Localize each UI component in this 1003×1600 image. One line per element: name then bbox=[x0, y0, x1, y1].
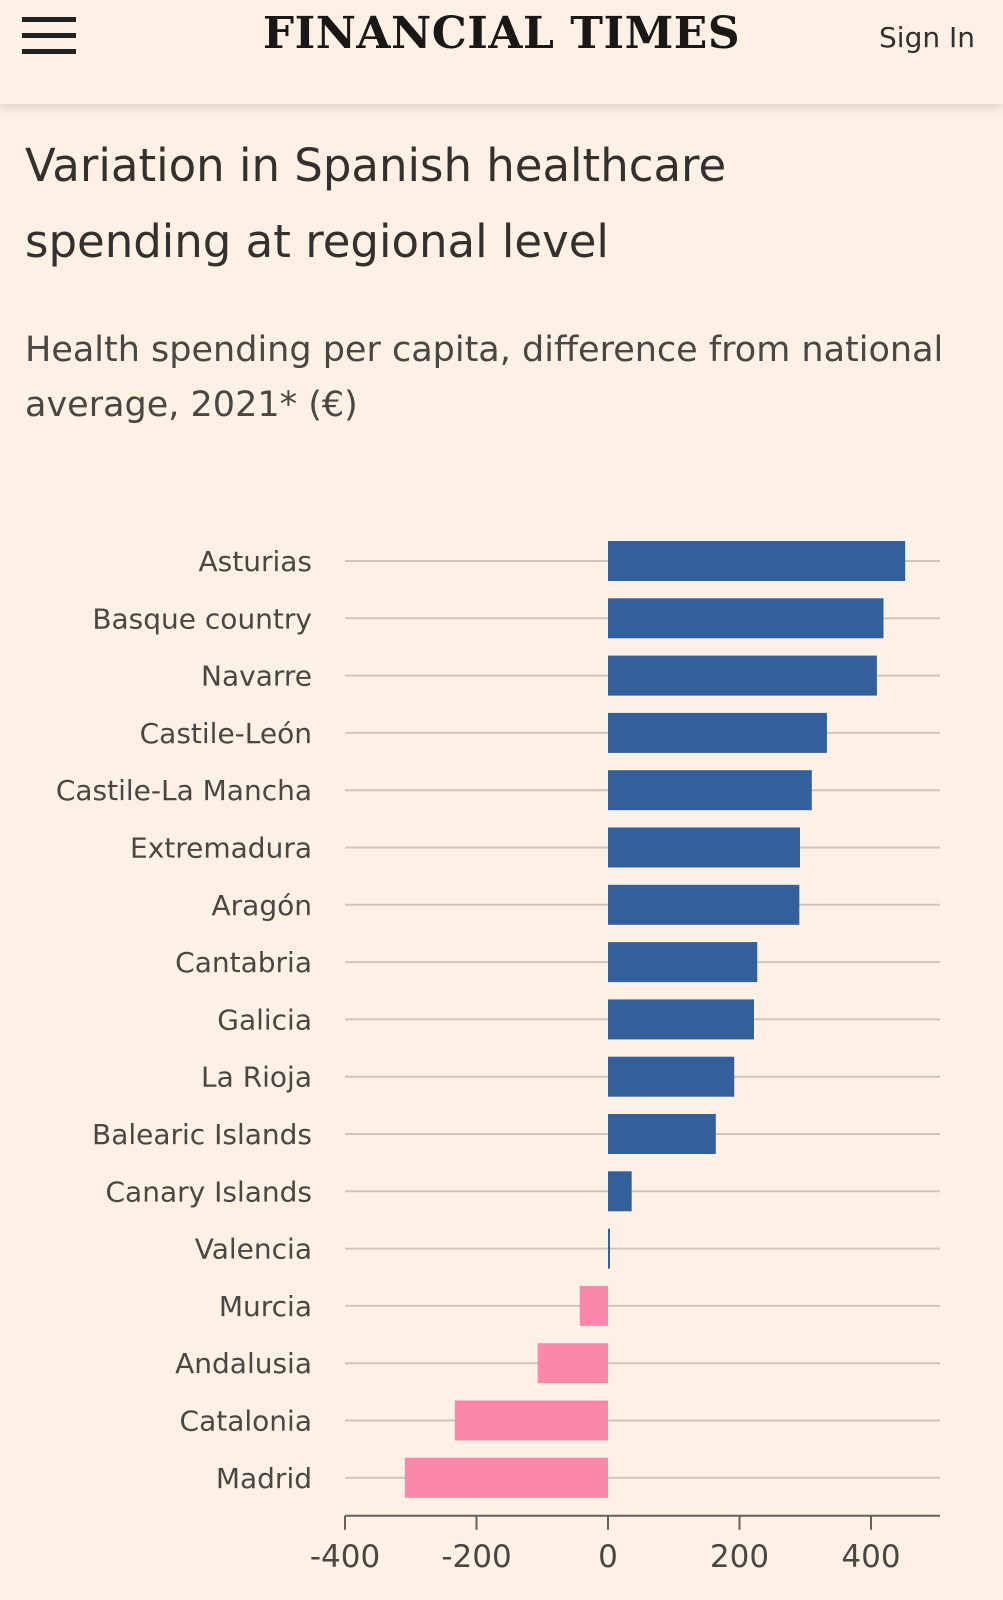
category-label: Valencia bbox=[195, 1233, 312, 1266]
category-label: Catalonia bbox=[180, 1405, 312, 1438]
x-tick-label: -400 bbox=[310, 1539, 380, 1575]
category-label: Castile-La Mancha bbox=[56, 774, 312, 807]
hamburger-menu-icon[interactable] bbox=[22, 17, 76, 57]
category-label: Extremadura bbox=[130, 832, 312, 865]
x-tick-label: -200 bbox=[441, 1539, 511, 1575]
category-label: La Rioja bbox=[201, 1061, 312, 1094]
x-tick-label: 200 bbox=[710, 1539, 769, 1575]
category-label: Andalusia bbox=[175, 1347, 312, 1380]
bar bbox=[608, 999, 754, 1040]
bar bbox=[608, 827, 800, 868]
bar bbox=[608, 712, 827, 753]
category-label: Canary Islands bbox=[106, 1175, 313, 1208]
category-label: Navarre bbox=[201, 660, 312, 693]
category-label: Galicia bbox=[217, 1003, 312, 1036]
site-header: FINANCIAL TIMES Sign In bbox=[0, 0, 1003, 104]
category-label: Murcia bbox=[219, 1290, 312, 1323]
bar bbox=[608, 942, 758, 983]
bar bbox=[608, 1114, 716, 1154]
category-label: Aragón bbox=[212, 889, 312, 922]
chart-subtitle: Health spending per capita, difference f… bbox=[25, 330, 944, 425]
chart-title: Variation in Spanish healthcare spending… bbox=[25, 139, 727, 268]
bar bbox=[608, 541, 906, 581]
x-tick-label: 400 bbox=[841, 1539, 900, 1575]
category-label: Castile-León bbox=[140, 717, 312, 750]
category-label: Balearic Islands bbox=[92, 1118, 312, 1151]
category-label: Asturias bbox=[198, 545, 312, 578]
bar bbox=[608, 655, 877, 696]
bar bbox=[579, 1285, 608, 1326]
bar bbox=[537, 1343, 608, 1384]
bar bbox=[454, 1400, 608, 1441]
bar bbox=[404, 1457, 608, 1498]
bar bbox=[608, 770, 812, 811]
bar bbox=[608, 884, 800, 925]
bar bbox=[608, 598, 884, 639]
bar bbox=[608, 1171, 632, 1212]
bar bbox=[608, 1056, 735, 1097]
category-label: Madrid bbox=[216, 1462, 312, 1495]
sign-in-link[interactable]: Sign In bbox=[879, 21, 975, 54]
brand-logo[interactable]: FINANCIAL TIMES bbox=[262, 8, 741, 59]
category-label: Basque country bbox=[92, 602, 312, 635]
x-tick-label: 0 bbox=[598, 1539, 618, 1575]
bar bbox=[608, 1228, 610, 1269]
category-label: Cantabria bbox=[175, 946, 312, 979]
